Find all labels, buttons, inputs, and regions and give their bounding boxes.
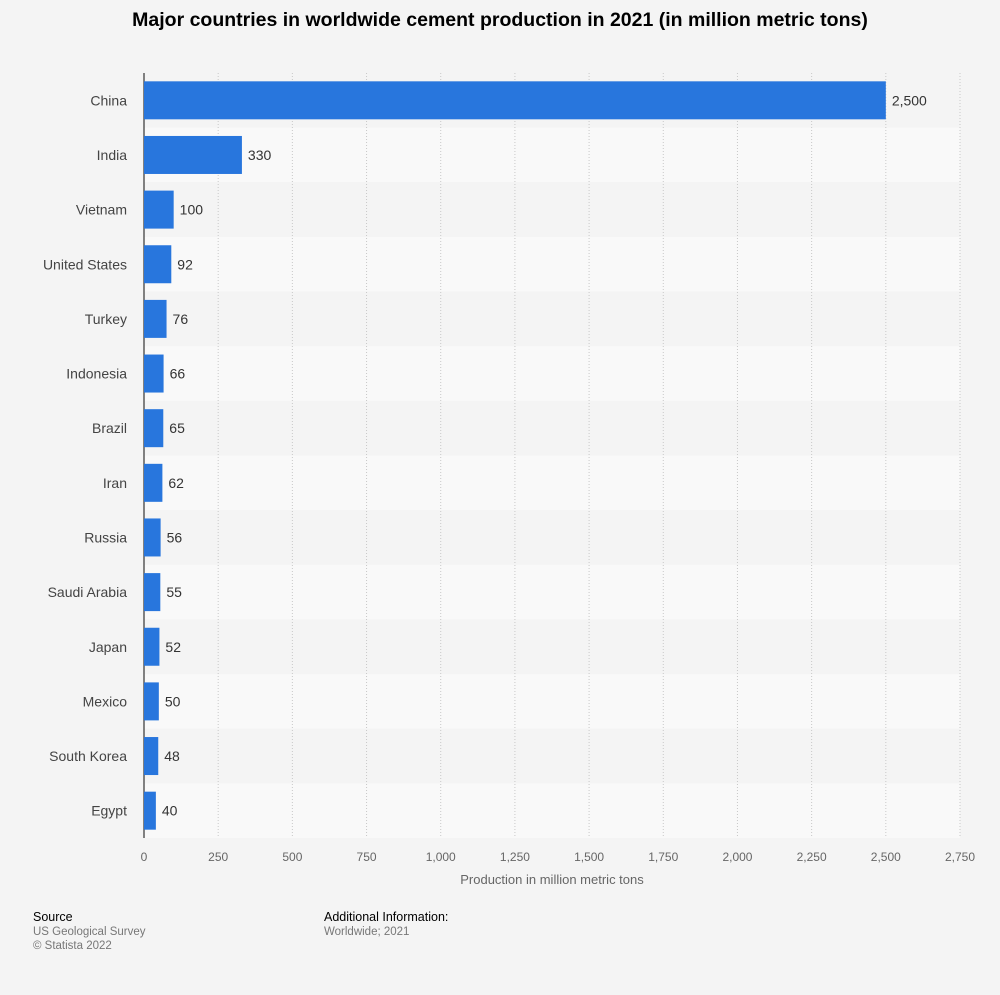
row-band <box>144 291 960 347</box>
row-band <box>144 783 960 838</box>
additional-info-heading: Additional Information: <box>324 910 449 924</box>
row-band <box>144 182 960 237</box>
copyright-line: © Statista 2022 <box>33 940 112 952</box>
row-band <box>144 619 960 675</box>
value-label: 50 <box>165 693 181 709</box>
value-label: 40 <box>162 803 178 819</box>
bar-vietnam[interactable] <box>144 190 174 229</box>
x-tick-label: 750 <box>357 850 377 864</box>
category-label: Mexico <box>83 693 128 709</box>
category-label: Turkey <box>85 311 127 327</box>
row-band <box>144 400 960 456</box>
chart-title: Major countries in worldwide cement prod… <box>132 9 868 31</box>
x-tick-label: 250 <box>208 850 228 864</box>
x-tick-label: 500 <box>282 850 302 864</box>
row-band <box>144 236 960 292</box>
category-label: Vietnam <box>76 202 127 218</box>
category-label: Japan <box>89 639 127 655</box>
bar-chart: China India Vietnam United States Turkey Indo… <box>43 73 975 887</box>
category-label: Indonesia <box>66 366 127 382</box>
value-label: 92 <box>177 256 193 272</box>
x-tick-label: 1,000 <box>426 850 456 864</box>
category-label: Iran <box>103 475 127 491</box>
additional-info-block: Additional Information: Worldwide; 2021 <box>324 910 448 939</box>
value-label: 52 <box>165 639 181 655</box>
value-label: 48 <box>164 748 180 764</box>
row-band <box>144 674 960 729</box>
row-band <box>144 346 960 401</box>
bar-turkey[interactable] <box>144 299 167 338</box>
bar-united-states[interactable] <box>144 245 172 284</box>
source-heading: Source <box>33 910 73 924</box>
row-band <box>144 728 960 784</box>
category-label: China <box>90 92 127 108</box>
additional-info-line: Worldwide; 2021 <box>324 925 410 938</box>
category-label: United States <box>43 256 127 272</box>
value-label: 100 <box>180 202 204 218</box>
bar-brazil[interactable] <box>144 409 164 448</box>
bar-saudi-arabia[interactable] <box>144 573 161 612</box>
category-label: Saudi Arabia <box>48 584 128 600</box>
category-label: South Korea <box>49 748 127 764</box>
value-label: 55 <box>166 584 182 600</box>
row-band <box>144 127 960 183</box>
bar-south-korea[interactable] <box>144 737 159 776</box>
source-line[interactable]: US Geological Survey <box>33 925 146 938</box>
row-band <box>144 564 960 620</box>
bar-china[interactable] <box>144 81 886 120</box>
x-tick-label: 2,500 <box>871 850 901 864</box>
value-label: 62 <box>168 475 184 491</box>
bar-russia[interactable] <box>144 518 161 557</box>
value-label: 330 <box>248 147 272 163</box>
bar-egypt[interactable] <box>144 791 156 830</box>
x-tick-label: 0 <box>141 850 148 864</box>
category-label: India <box>97 147 128 163</box>
x-axis-title: Production in million metric tons <box>460 872 644 887</box>
category-label: Brazil <box>92 420 127 436</box>
x-tick-label: 2,750 <box>945 850 975 864</box>
bar-japan[interactable] <box>144 627 160 666</box>
value-label: 76 <box>173 311 189 327</box>
x-tick-label: 1,750 <box>648 850 678 864</box>
row-band <box>144 455 960 511</box>
x-tick-label: 2,250 <box>797 850 827 864</box>
bar-mexico[interactable] <box>144 682 159 721</box>
value-label: 2,500 <box>892 92 927 108</box>
value-label: 56 <box>167 529 183 545</box>
bar-iran[interactable] <box>144 463 163 502</box>
x-tick-label: 1,250 <box>500 850 530 864</box>
category-label: Russia <box>84 529 127 545</box>
value-label: 66 <box>170 366 186 382</box>
category-label: Egypt <box>91 803 127 819</box>
row-band <box>144 510 960 565</box>
x-tick-label: 2,000 <box>722 850 752 864</box>
value-label: 65 <box>169 420 185 436</box>
bar-india[interactable] <box>144 135 242 174</box>
bar-indonesia[interactable] <box>144 354 164 393</box>
source-block: Source US Geological Survey © Statista 2… <box>33 910 146 954</box>
x-tick-label: 1,500 <box>574 850 604 864</box>
